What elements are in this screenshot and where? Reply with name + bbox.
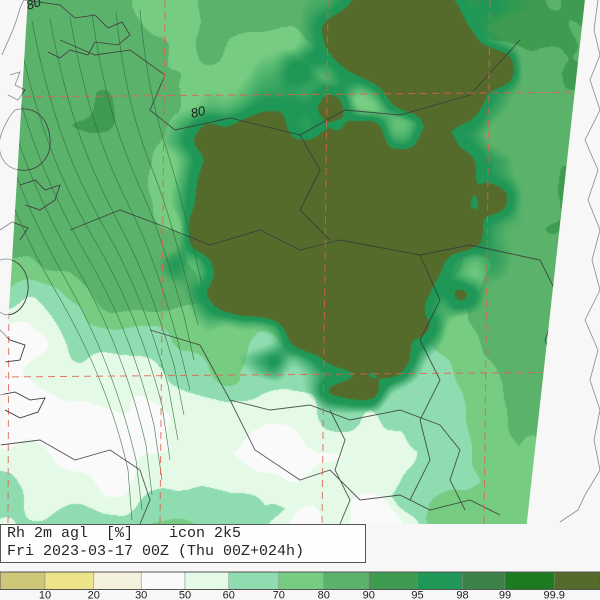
svg-text:50: 50 xyxy=(179,590,191,600)
svg-text:99.9: 99.9 xyxy=(543,590,564,600)
svg-text:60: 60 xyxy=(223,590,235,600)
svg-text:90: 90 xyxy=(363,590,375,600)
svg-text:98: 98 xyxy=(456,590,468,600)
svg-text:10: 10 xyxy=(39,590,51,600)
svg-text:99: 99 xyxy=(499,590,511,600)
svg-text:95: 95 xyxy=(411,590,423,600)
svg-text:30: 30 xyxy=(135,590,147,600)
svg-text:70: 70 xyxy=(273,590,285,600)
svg-text:20: 20 xyxy=(88,590,100,600)
svg-text:80: 80 xyxy=(318,590,330,600)
